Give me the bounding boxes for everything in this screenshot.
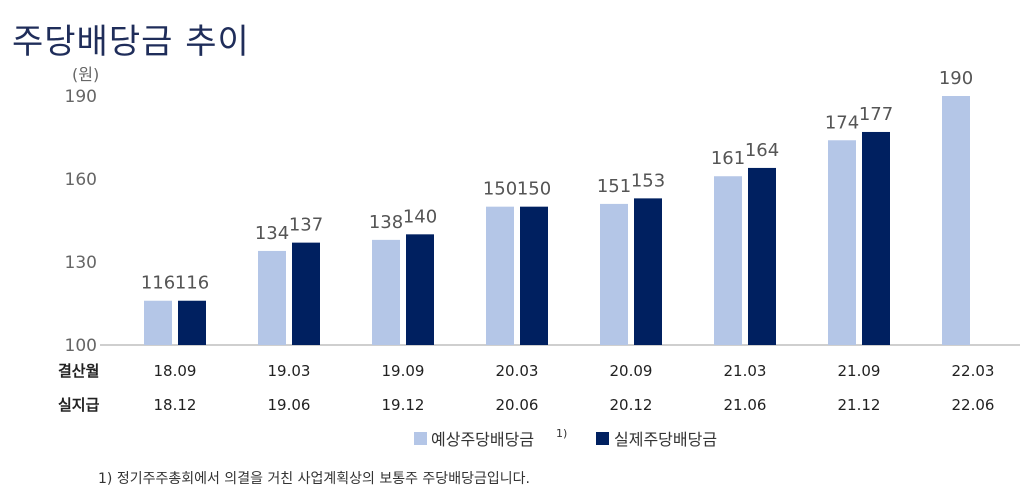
data-label: 174 — [825, 112, 859, 133]
data-label: 116 — [141, 273, 175, 294]
row-header-settlement: 결산월 — [58, 362, 99, 380]
x-paydate-label: 21.06 — [724, 396, 767, 414]
data-label: 151 — [597, 176, 631, 197]
data-label: 150 — [517, 179, 551, 200]
x-paydate-label: 18.12 — [154, 396, 197, 414]
legend-swatch-expected — [414, 432, 427, 445]
data-label: 153 — [631, 170, 665, 191]
bar-expected — [600, 203, 628, 345]
legend: 예상주당배당금 1) 실제주당배당금 — [414, 427, 717, 449]
data-label: 150 — [483, 179, 517, 200]
bar-expected — [144, 300, 172, 345]
legend-label-expected: 예상주당배당금 — [431, 430, 534, 449]
y-tick-label: 130 — [65, 253, 97, 273]
x-category-label: 19.09 — [382, 362, 425, 380]
data-label: 164 — [745, 140, 779, 161]
footnote: 1) 정기주주총회에서 의결을 거친 사업계획상의 보통주 주당배당금입니다. — [98, 471, 530, 487]
x-category-label: 19.03 — [268, 362, 311, 380]
y-tick-label: 100 — [65, 336, 97, 356]
row-header-payment: 실지급 — [58, 396, 100, 414]
x-category-label: 22.03 — [952, 362, 995, 380]
data-label: 137 — [289, 215, 323, 236]
data-label: 134 — [255, 223, 289, 244]
bar-actual — [520, 206, 548, 345]
bar-actual — [178, 300, 206, 345]
bar-actual — [406, 234, 434, 345]
bar-actual — [292, 242, 320, 345]
y-tick-label: 160 — [65, 170, 97, 190]
y-axis-unit: (원) — [72, 65, 99, 84]
x-paydate-label: 20.12 — [610, 396, 653, 414]
bar-expected — [486, 206, 514, 345]
bar-actual — [862, 131, 890, 345]
data-label: 140 — [403, 206, 437, 227]
x-category-label: 20.09 — [610, 362, 653, 380]
x-paydate-label: 19.06 — [268, 396, 311, 414]
x-paydate-label: 19.12 — [382, 396, 425, 414]
y-tick-label: 190 — [65, 87, 97, 107]
x-category-label: 21.09 — [838, 362, 881, 380]
bar-expected — [714, 176, 742, 345]
bar-expected — [828, 140, 856, 345]
legend-superscript: 1) — [556, 427, 567, 440]
bar-actual — [748, 167, 776, 345]
x-category-label: 21.03 — [724, 362, 767, 380]
bar-expected — [372, 239, 400, 345]
x-paydate-label: 21.12 — [838, 396, 881, 414]
legend-swatch-actual — [596, 432, 609, 445]
bar-expected — [942, 96, 970, 345]
bar-actual — [634, 198, 662, 345]
data-label: 177 — [859, 104, 893, 125]
x-category-label: 18.09 — [154, 362, 197, 380]
bar-expected — [258, 250, 286, 345]
x-paydate-label: 22.06 — [952, 396, 995, 414]
data-label: 138 — [369, 212, 403, 233]
x-category-label: 20.03 — [496, 362, 539, 380]
data-label: 116 — [175, 273, 209, 294]
x-paydate-label: 20.06 — [496, 396, 539, 414]
page-title: 주당배당금 추이 — [12, 22, 250, 62]
data-label: 161 — [711, 148, 745, 169]
legend-label-actual: 실제주당배당금 — [614, 430, 717, 449]
data-label: 190 — [939, 68, 973, 89]
